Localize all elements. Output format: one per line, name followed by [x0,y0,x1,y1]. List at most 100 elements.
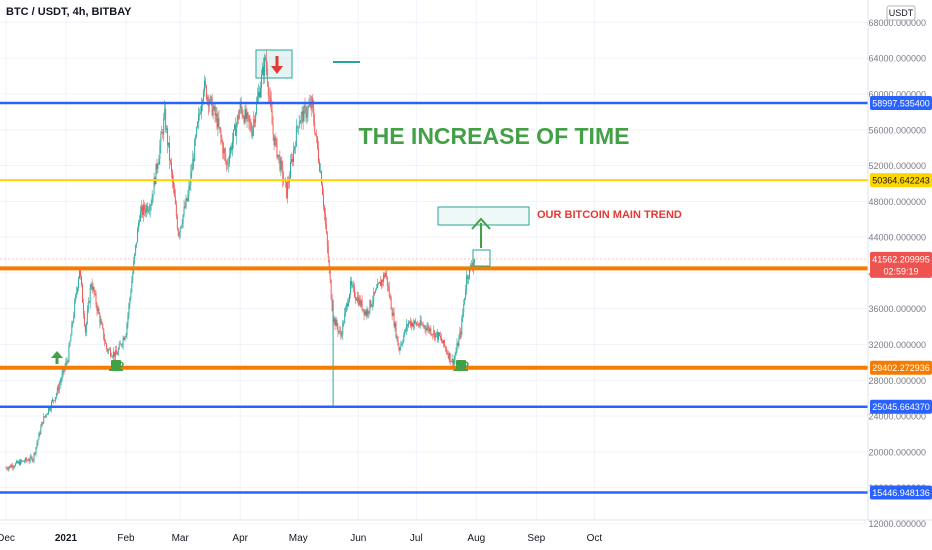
candle-body [298,123,300,128]
candle-body [41,422,43,427]
candle-body [142,204,144,216]
candle-body [15,463,17,467]
candle-body [407,324,409,327]
price-tick-label: 64000.000000 [868,54,926,64]
unit-badge-label: USDT [889,8,914,18]
top-highlight-box[interactable] [255,49,293,79]
price-tick-label: 24000.000000 [868,412,926,422]
candle-body [66,361,68,362]
level-price-tag [870,173,932,188]
candle-body [161,131,163,134]
candle-body [146,205,148,212]
candle-body [382,280,383,282]
candle-body [220,130,222,138]
trend-label-annotation[interactable]: OUR BITCOIN MAIN TREND [537,209,682,221]
headline-annotation[interactable]: THE INCREASE OF TIME [359,123,630,149]
candle-body [172,181,174,188]
candle-body [262,66,263,75]
candle-body [263,57,265,76]
time-tick-label: Jun [350,533,366,544]
price-tick-label: 48000.000000 [868,197,926,207]
candle-body [235,124,237,136]
candle-body [157,164,159,169]
candle-body [431,334,433,335]
level-price-tag-label: 25045.664370 [872,402,930,412]
time-tick-label: 2021 [55,533,78,544]
candle-body [215,113,217,116]
candle-body [142,206,143,216]
candle-body [96,304,98,311]
candle-body [446,352,448,354]
candle-body [81,276,82,285]
candle-body [109,349,110,350]
current-price-box[interactable] [472,249,491,267]
candle-body [99,314,101,324]
candle-body [175,203,177,217]
candle-body [371,304,373,307]
candle-body [232,129,234,142]
candle-body [194,140,196,162]
candle-body [274,138,276,146]
candle-body [260,87,261,98]
unit-badge[interactable] [886,5,916,21]
candle-body [195,136,197,141]
candle-body [120,343,122,346]
target-box[interactable] [437,206,530,226]
candle-body [8,467,10,470]
symbol-title: BTC / USDT, 4h, BITBAY [6,6,132,18]
candle-body [408,322,410,327]
candle-body [402,341,404,344]
candle-body [453,359,455,368]
candle-body [68,346,70,362]
price-scale[interactable]: 12000.00000016000.00000020000.0000002400… [868,18,926,529]
candle-body [240,102,242,109]
down-arrow-icon [271,56,283,74]
candle-body [351,280,352,286]
time-scale[interactable]: Dec 2021 Feb Mar Apr May Jun Jul Aug Sep Oct [0,533,602,544]
candle-body [88,301,90,303]
candle-body [89,287,91,303]
coffee-cup-icon [109,360,124,371]
candle-body [276,139,278,158]
candle-body [32,459,34,462]
candle-body [181,223,183,227]
candle-body [443,340,445,347]
candle-body [271,110,273,125]
level-price-tag-label: 29402.272936 [872,363,930,373]
candle-body [301,111,303,115]
candle-body [324,213,326,225]
candle-body [223,148,225,154]
candle-body [422,324,424,327]
candle-body [128,304,130,315]
candle-body [278,154,280,157]
candle-body [204,80,206,86]
candle-body [457,343,459,346]
candle-body [183,206,185,215]
candle-body [399,348,401,351]
candle-body [147,210,149,212]
candle-body [45,414,47,417]
candle-body [98,308,100,315]
candle-body [76,291,78,295]
horizontal-levels[interactable] [0,101,868,494]
candle-body [397,336,399,346]
candle-body [28,460,30,462]
time-tick-label: Oct [587,533,603,544]
candle-body [415,322,417,325]
candle-body [412,322,413,327]
candle-body [225,153,227,161]
candle-body [7,468,9,470]
candle-body [277,154,279,158]
candle-body [328,260,330,270]
candle-body [12,465,14,468]
candle-body [227,164,229,166]
candle-body [114,350,116,357]
candle-body [395,323,397,338]
candle-body [9,465,11,468]
candle-body [421,324,423,326]
candle-body [111,355,112,357]
candle-body [344,313,346,324]
candle-body [243,117,245,123]
